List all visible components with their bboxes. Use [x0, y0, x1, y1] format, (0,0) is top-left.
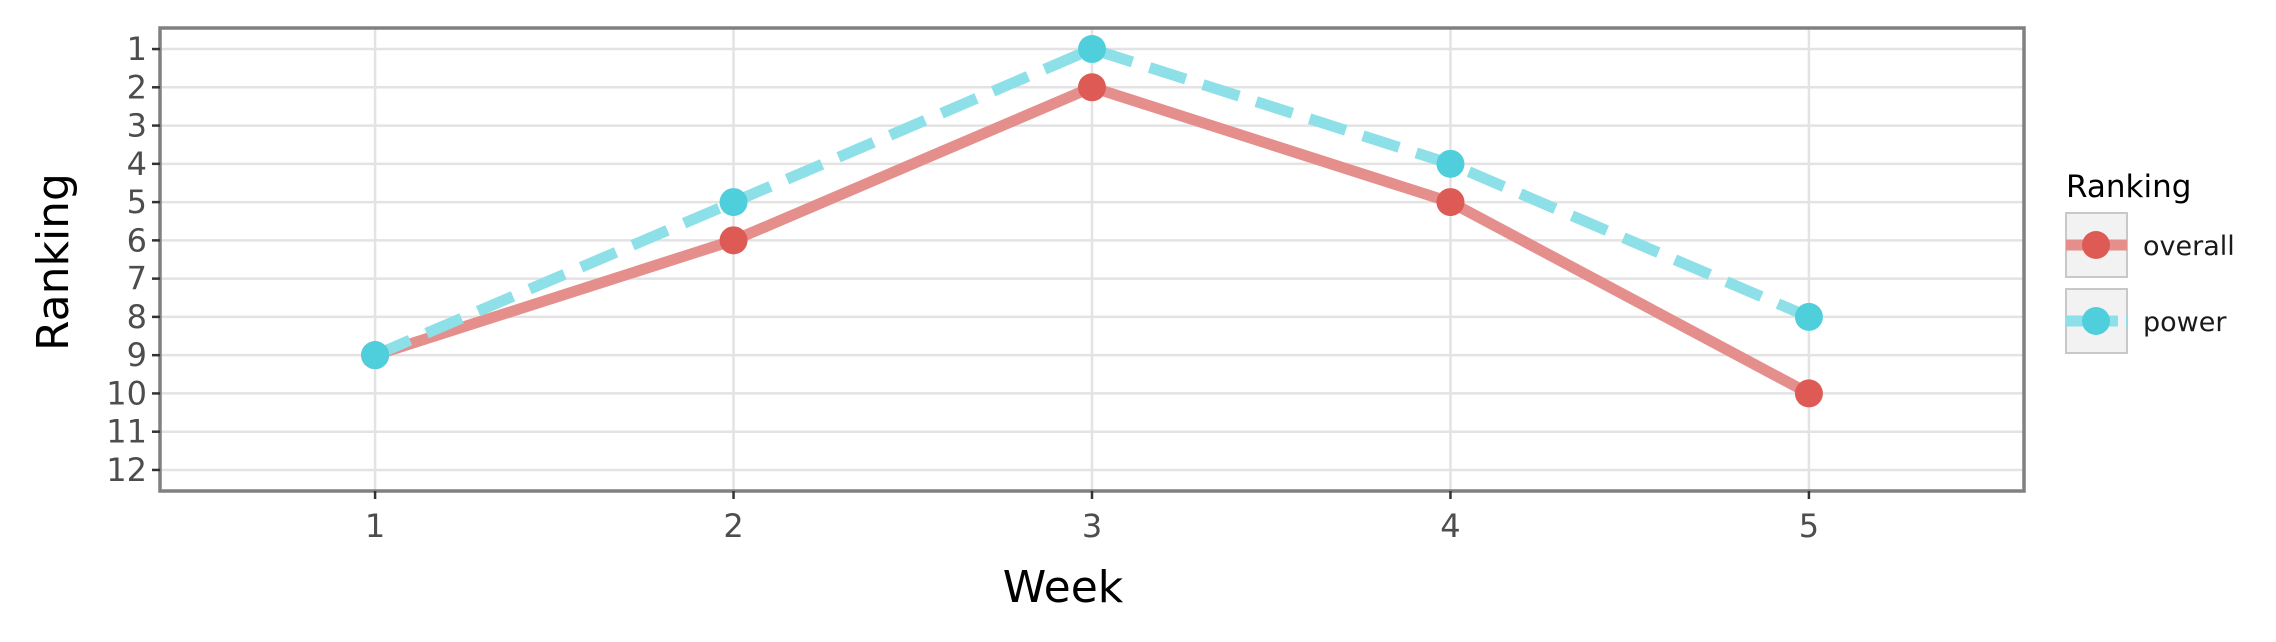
y-tick-label: 9 — [127, 336, 147, 374]
data-point-overall — [719, 226, 748, 255]
data-point-power — [1078, 35, 1106, 64]
data-point-overall — [1794, 379, 1823, 408]
legend-label-overall: overall — [2143, 231, 2235, 262]
series-points — [361, 35, 1823, 408]
y-tick-label: 4 — [127, 145, 147, 183]
legend-items: overall power — [2065, 212, 2235, 354]
y-tick-label: 12 — [106, 451, 147, 489]
x-axis-title: Week — [1003, 562, 1124, 613]
legend-label-power: power — [2143, 307, 2227, 338]
y-tick-label: 10 — [106, 374, 147, 412]
y-axis-title: Ranking — [28, 173, 79, 351]
y-tick-label: 2 — [127, 68, 147, 106]
x-tick-label: 3 — [1082, 507, 1102, 545]
y-tick-label: 7 — [127, 260, 147, 298]
data-point-power — [719, 188, 748, 217]
data-point-power — [361, 341, 390, 370]
legend-title: Ranking — [2066, 169, 2191, 205]
legend-marker-overall — [2082, 231, 2110, 259]
y-tick-label: 8 — [127, 298, 147, 336]
y-tick-label: 6 — [127, 221, 147, 259]
y-tick-label: 11 — [106, 413, 147, 451]
data-point-power — [1794, 302, 1823, 331]
y-tick-label: 1 — [127, 30, 147, 68]
x-tick-label: 2 — [723, 507, 743, 545]
x-tick-label: 5 — [1799, 507, 1819, 545]
data-point-power — [1436, 149, 1465, 178]
y-tick-label: 5 — [127, 183, 147, 221]
series-line-power — [372, 43, 1812, 361]
x-tick-label: 1 — [365, 507, 385, 545]
data-point-overall — [1078, 73, 1106, 102]
legend-marker-power — [2082, 307, 2110, 335]
legend: Ranking overall power — [2065, 169, 2235, 354]
data-point-overall — [1436, 188, 1465, 217]
x-tick-label: 4 — [1440, 507, 1460, 545]
y-tick-label: 3 — [127, 107, 147, 145]
x-axis-ticks: 1 2 3 4 5 — [365, 491, 1819, 545]
